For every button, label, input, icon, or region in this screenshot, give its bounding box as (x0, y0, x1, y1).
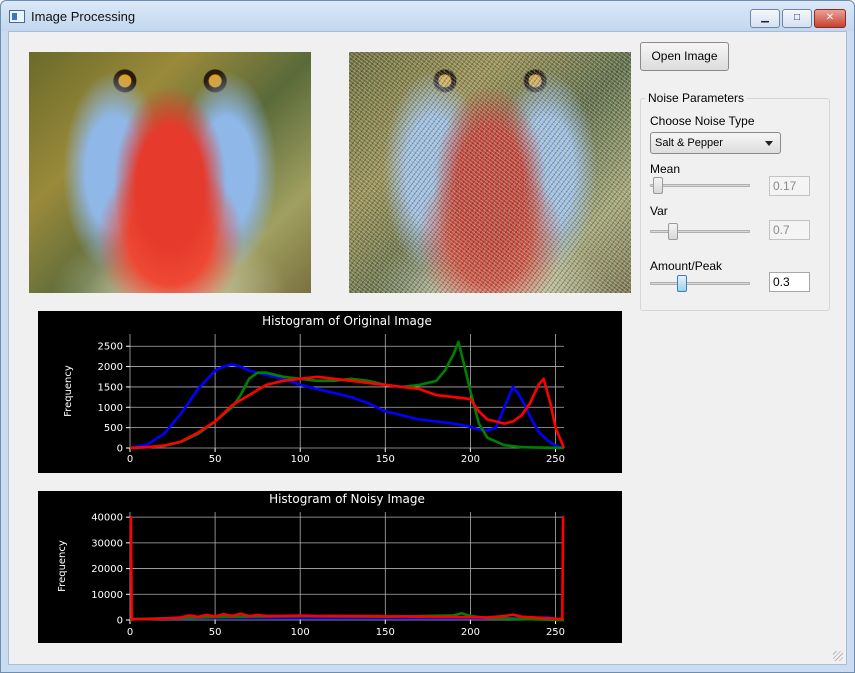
noise-type-select[interactable]: Salt & Pepper (650, 132, 781, 154)
chevron-down-icon (765, 141, 773, 146)
x-tick-label: 100 (291, 627, 310, 638)
chart-title: Histogram of Noisy Image (269, 492, 425, 506)
noise-overlay (349, 52, 631, 293)
x-tick-label: 250 (546, 627, 565, 638)
mean-input[interactable]: 0.17 (769, 176, 810, 196)
x-tick-label: 250 (546, 454, 565, 465)
noise-parameters-group: Noise Parameters Choose Noise Type Salt … (640, 91, 830, 311)
x-tick-label: 0 (127, 627, 133, 638)
series-line-red (129, 515, 565, 621)
y-tick-label: 1500 (98, 382, 123, 393)
y-tick-label: 10000 (91, 590, 123, 601)
app-icon (9, 10, 25, 23)
x-tick-label: 200 (461, 454, 480, 465)
amount-label: Amount/Peak (650, 259, 723, 273)
y-tick-label: 2500 (98, 342, 123, 353)
noise-parameters-title: Noise Parameters (645, 91, 748, 105)
y-tick-label: 2000 (98, 362, 123, 373)
series-line-red (129, 375, 566, 450)
y-tick-label: 500 (104, 423, 123, 434)
title-bar[interactable]: Image Processing ▁ □ ✕ (1, 1, 854, 31)
y-tick-label: 1000 (98, 403, 123, 414)
var-label: Var (650, 204, 668, 218)
noise-type-value: Salt & Pepper (655, 137, 723, 149)
amount-input[interactable]: 0.3 (769, 272, 810, 292)
histogram-original-chart: Histogram of Original Image Frequency 0 50 1… (63, 314, 566, 465)
histogram-original: Histogram of Original Image Frequency 0 50 1… (38, 311, 622, 473)
resize-grip[interactable] (833, 651, 843, 661)
client-area: Open Image Noise Parameters Choose Noise… (8, 31, 847, 665)
original-image (29, 52, 311, 293)
chart-title: Histogram of Original Image (262, 314, 432, 328)
y-tick-label: 0 (117, 444, 123, 455)
y-tick-label: 30000 (91, 538, 123, 549)
x-tick-label: 100 (291, 454, 310, 465)
histogram-noisy: Histogram of Noisy Image Frequency 0 50 100 1… (38, 491, 622, 643)
x-tick-label: 200 (461, 627, 480, 638)
minimize-button[interactable]: ▁ (750, 9, 780, 28)
x-tick-label: 150 (376, 627, 395, 638)
mean-slider-handle[interactable] (652, 177, 663, 194)
mean-slider[interactable] (650, 184, 750, 187)
close-button[interactable]: ✕ (814, 9, 846, 28)
var-slider[interactable] (650, 230, 750, 233)
window-title: Image Processing (31, 9, 136, 24)
amount-slider-handle[interactable] (677, 275, 687, 292)
x-tick-label: 0 (127, 454, 133, 465)
maximize-button[interactable]: □ (782, 9, 812, 28)
open-image-button[interactable]: Open Image (640, 42, 729, 71)
mandrill-image (29, 52, 311, 293)
mean-label: Mean (650, 162, 681, 176)
x-tick-label: 50 (209, 454, 222, 465)
series-line-blue (129, 363, 565, 450)
y-axis-label: Frequency (63, 365, 74, 417)
noise-type-label: Choose Noise Type (650, 114, 755, 128)
amount-slider[interactable] (650, 282, 750, 285)
x-tick-label: 150 (376, 454, 395, 465)
y-tick-label: 40000 (91, 513, 123, 524)
x-tick-label: 50 (209, 627, 222, 638)
y-tick-label: 20000 (91, 564, 123, 575)
noisy-image (349, 52, 631, 293)
y-tick-label: 0 (117, 616, 123, 627)
y-axis-label: Frequency (57, 540, 68, 592)
histogram-noisy-chart: Histogram of Noisy Image Frequency 0 50 100 1… (57, 492, 565, 638)
var-slider-handle[interactable] (668, 223, 678, 240)
var-input[interactable]: 0.7 (769, 220, 810, 240)
noisy-mandrill-image (349, 52, 631, 293)
